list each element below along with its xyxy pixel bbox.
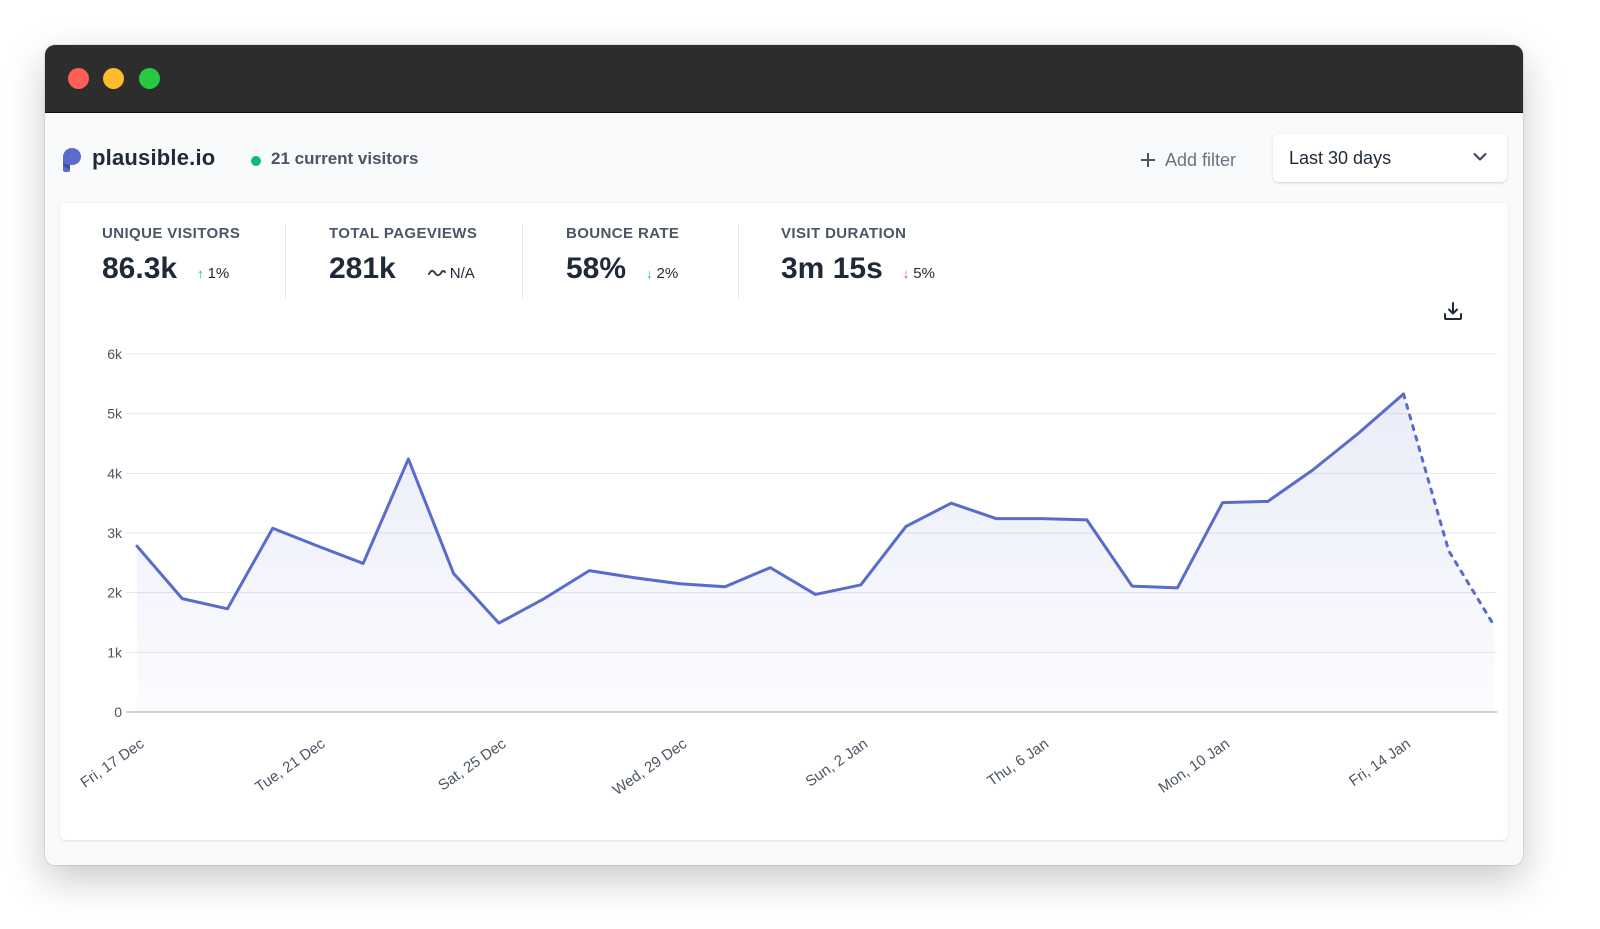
period-select-label: Last 30 days [1289,148,1392,168]
add-filter-button[interactable]: Add filter [1141,147,1236,173]
stat-change-value: 1% [207,265,230,282]
stat-change: N/A [427,264,475,282]
title-bar [45,45,1523,113]
plausible-logo-icon [63,148,81,172]
stat-change: ↑ 1% [197,265,229,282]
wave-icon [427,269,446,277]
stat-change: ↓ 5% [903,265,935,282]
stat-change: ↓ 2% [646,265,678,282]
x-tick-label: Mon, 10 Jan [1156,735,1233,796]
series-line [135,392,1406,625]
stat-value: 281k [329,252,396,285]
y-tick-label: 1k [107,644,123,660]
x-tick-label: Tue, 21 Dec [252,735,329,796]
minimize-window-button[interactable] [103,68,124,89]
incomplete-series-line [1402,392,1496,627]
stat-label: VISIT DURATION [781,225,907,242]
y-tick-label: 6k [107,346,123,362]
add-filter-label: Add filter [1165,149,1237,170]
arrow-down-icon: ↓ [902,266,910,281]
stat-value: 86.3k [102,252,178,285]
live-indicator-dot [251,156,261,166]
x-tick-label: Sun, 2 Jan [803,735,871,790]
stats-chart-card: UNIQUE VISITORS 86.3k ↑ 1% TOTAL PAGEVIE… [60,203,1508,840]
y-tick-label: 3k [107,525,123,541]
chevron-down-icon [1473,153,1487,161]
stat-label: UNIQUE VISITORS [102,225,241,242]
stat-divider [522,224,523,298]
maximize-window-button[interactable] [139,68,160,89]
stat-bounce-rate[interactable]: BOUNCE RATE 58% ↓ 2% [566,225,679,286]
current-visitors[interactable]: 21 current visitors [271,149,419,168]
stat-visit-duration[interactable]: VISIT DURATION 3m 15s ↓ 5% [781,225,935,286]
y-tick-label: 5k [107,406,123,422]
stat-divider [285,224,286,298]
stat-change-value: 5% [913,265,935,282]
y-tick-label: 4k [107,465,123,481]
plus-icon [1141,153,1155,167]
stat-label: TOTAL PAGEVIEWS [329,225,478,242]
close-window-button[interactable] [68,68,89,89]
stat-label: BOUNCE RATE [566,225,680,242]
download-icon[interactable] [1442,300,1464,322]
browser-window: plausible.io 21 current visitors Add fil… [45,45,1523,865]
y-tick-label: 2k [107,585,123,601]
x-tick-label: Fri, 17 Dec [77,735,147,791]
y-tick-label: 0 [114,704,122,720]
stat-value: 58% [566,252,627,285]
site-name[interactable]: plausible.io [92,145,216,170]
stat-total-pageviews[interactable]: TOTAL PAGEVIEWS 281k N/A [329,225,477,286]
x-tick-label: Sat, 25 Dec [435,735,509,794]
x-tick-label: Wed, 29 Dec [610,735,691,799]
stat-divider [738,224,739,298]
arrow-down-icon: ↓ [646,266,653,281]
arrow-up-icon: ↑ [197,266,204,281]
dashboard: plausible.io 21 current visitors Add fil… [45,113,1523,865]
area-fill [137,393,1494,712]
x-tick-label: Thu, 6 Jan [984,735,1052,790]
stat-unique-visitors[interactable]: UNIQUE VISITORS 86.3k ↑ 1% [102,225,240,286]
visitors-line-chart[interactable]: 0 1k 2k 3k 4k 5k 6k Fri, 17 Dec Tue, 21 Dec Sat,… [60,203,1508,840]
period-select[interactable]: Last 30 days [1273,134,1507,182]
stat-value: 3m 15s [781,252,883,285]
stat-change-value: 2% [656,265,679,282]
stat-change-value: N/A [449,264,475,282]
x-tick-label: Fri, 14 Jan [1346,735,1414,790]
